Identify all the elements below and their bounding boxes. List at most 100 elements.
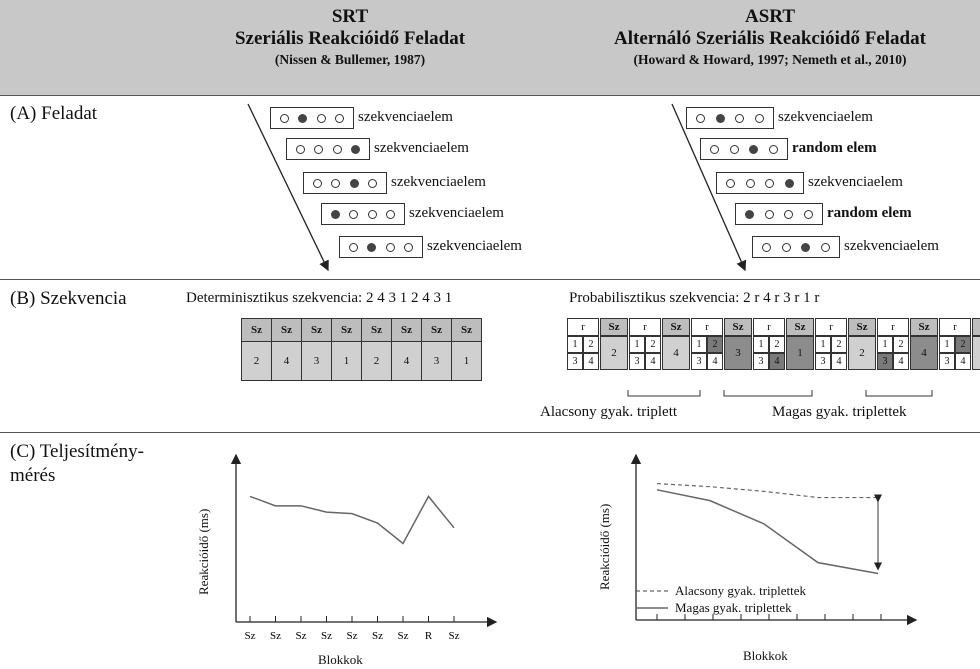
asrt-stimulus-label-1: random elem — [792, 140, 877, 156]
asrt-grid-digit: 1 — [877, 336, 893, 353]
asrt-low-series-line — [656, 483, 878, 499]
empty-circle-icon — [349, 209, 359, 219]
asrt-seq-head-8: r — [815, 318, 847, 336]
divider-ab — [0, 279, 980, 280]
srt-stimulus-3 — [321, 203, 405, 225]
srt-seq-value-3: 1 — [331, 341, 362, 381]
empty-circle-icon — [754, 113, 764, 123]
low-triplet-label: Alacsony gyak. triplett — [540, 404, 678, 420]
target-dog-icon — [349, 178, 359, 188]
asrt-stimulus-1 — [700, 138, 788, 160]
asrt-seq-value-13: 3 — [972, 336, 980, 370]
asrt-ylabel: Reakcióidő (ms) — [597, 503, 612, 590]
srt-arrow — [247, 103, 329, 272]
asrt-stimulus-label-0: szekvenciaelem — [778, 109, 873, 125]
asrt-grid-digit: 2 — [893, 336, 909, 353]
srt-subtitle: Szeriális Reakcióidő Feladat — [234, 28, 466, 49]
row-label-b: (B) Szekvencia — [10, 288, 127, 309]
srt-xlabel: Blokkok — [318, 652, 363, 667]
target-dog-icon — [330, 209, 340, 219]
empty-circle-icon — [764, 209, 774, 219]
srt-seq-head-1: Sz — [271, 318, 302, 342]
srt-x-tick-label: Sz — [347, 630, 358, 642]
low-triplet-bracket — [627, 390, 701, 397]
empty-circle-icon — [784, 209, 794, 219]
high-triplet-bracket-1 — [723, 390, 813, 397]
empty-circle-icon — [762, 242, 772, 252]
srt-header: SRT Szeriális Reakcióidő Feladat (Nissen… — [200, 6, 500, 70]
srt-ylabel: Reakcióidő (ms) — [196, 508, 211, 595]
asrt-seq-head-10: r — [877, 318, 909, 336]
srt-seq-head-0: Sz — [241, 318, 272, 342]
srt-stimulus-0 — [270, 107, 354, 129]
asrt-grid-digit: 3 — [877, 353, 893, 370]
target-dog-icon — [298, 113, 308, 123]
target-dog-icon — [749, 144, 759, 154]
srt-sequence-title: Determinisztikus szekvencia: 2 4 3 1 2 4… — [186, 290, 453, 306]
target-dog-icon — [784, 178, 794, 188]
empty-circle-icon — [316, 113, 326, 123]
empty-circle-icon — [781, 242, 791, 252]
asrt-grid-digit: 2 — [831, 336, 847, 353]
asrt-grid-digit: 3 — [939, 353, 955, 370]
empty-circle-icon — [348, 242, 358, 252]
asrt-grid-digit: 2 — [583, 336, 599, 353]
asrt-grid-digit: 4 — [645, 353, 661, 370]
srt-seq-head-7: Sz — [451, 318, 482, 342]
srt-seq-value-4: 2 — [361, 341, 392, 381]
high-triplet-bracket-2 — [865, 390, 933, 397]
asrt-seq-value-3: 4 — [662, 336, 690, 370]
asrt-seq-value-1: 2 — [600, 336, 628, 370]
asrt-grid-digit: 1 — [629, 336, 645, 353]
srt-citation: (Nissen & Bullemer, 1987) — [274, 52, 426, 67]
target-dog-icon — [801, 242, 811, 252]
empty-circle-icon — [768, 144, 778, 154]
high-triplet-label: Magas gyak. triplettek — [772, 404, 907, 420]
target-dog-icon — [745, 209, 755, 219]
asrt-header: ASRT Alternáló Szeriális Reakcióidő Fela… — [560, 6, 980, 70]
asrt-seq-head-13: Sz — [972, 318, 980, 336]
empty-circle-icon — [312, 178, 322, 188]
srt-x-tick-label: Sz — [449, 630, 460, 642]
asrt-seq-head-7: Sz — [786, 318, 814, 336]
asrt-seq-head-4: r — [691, 318, 723, 336]
asrt-grid-digit: 1 — [691, 336, 707, 353]
asrt-seq-value-9: 2 — [848, 336, 876, 370]
asrt-high-series-line — [656, 489, 879, 575]
header: SRT Szeriális Reakcióidő Feladat (Nissen… — [0, 0, 980, 96]
asrt-stimulus-4 — [752, 236, 840, 258]
asrt-stimulus-label-3: random elem — [827, 205, 912, 221]
asrt-grid-digit: 3 — [629, 353, 645, 370]
asrt-grid-digit: 2 — [707, 336, 723, 353]
asrt-seq-head-12: r — [939, 318, 971, 336]
srt-stimulus-label-0: szekvenciaelem — [358, 109, 453, 125]
srt-stimulus-1 — [286, 138, 370, 160]
empty-circle-icon — [710, 144, 720, 154]
srt-x-tick-label: Sz — [398, 630, 409, 642]
target-dog-icon — [715, 113, 725, 123]
empty-circle-icon — [765, 178, 775, 188]
empty-circle-icon — [279, 113, 289, 123]
asrt-grid-digit: 1 — [753, 336, 769, 353]
empty-circle-icon — [314, 144, 324, 154]
asrt-stimulus-3 — [735, 203, 823, 225]
empty-circle-icon — [726, 178, 736, 188]
asrt-stimulus-2 — [716, 172, 804, 194]
target-dog-icon — [351, 144, 361, 154]
row-label-c2: mérés — [10, 465, 56, 486]
empty-circle-icon — [745, 178, 755, 188]
srt-seq-value-0: 2 — [241, 341, 272, 381]
srt-stimulus-label-3: szekvenciaelem — [409, 205, 504, 221]
srt-x-tick-label: Sz — [270, 630, 281, 642]
asrt-citation: (Howard & Howard, 1997; Nemeth et al., 2… — [633, 52, 907, 67]
asrt-seq-head-11: Sz — [910, 318, 938, 336]
empty-circle-icon — [820, 242, 830, 252]
empty-circle-icon — [295, 144, 305, 154]
asrt-grid-digit: 4 — [769, 353, 785, 370]
srt-x-tick-label: Sz — [296, 630, 307, 642]
asrt-grid-digit: 3 — [567, 353, 583, 370]
asrt-grid-digit: 1 — [567, 336, 583, 353]
